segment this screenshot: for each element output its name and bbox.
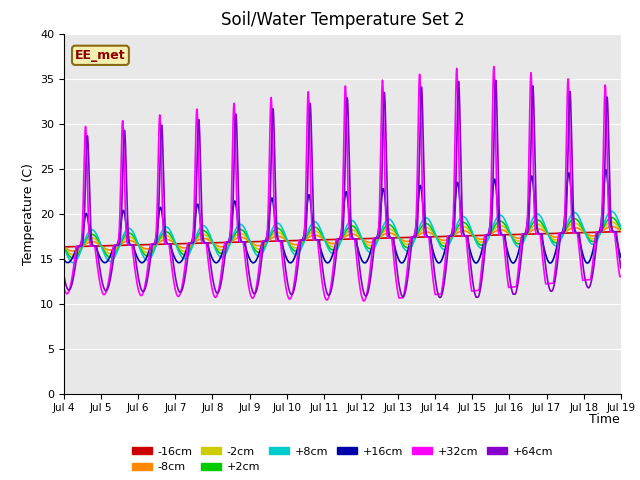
+32cm xyxy=(547,281,554,287)
+16cm xyxy=(60,257,68,263)
+32cm xyxy=(60,285,68,291)
-2cm xyxy=(60,244,68,250)
Line: +16cm: +16cm xyxy=(64,170,621,263)
-16cm xyxy=(157,241,164,247)
+8cm xyxy=(298,244,306,250)
-8cm xyxy=(124,238,132,243)
+32cm xyxy=(606,228,614,234)
+32cm xyxy=(617,274,625,279)
-2cm xyxy=(546,234,554,240)
+2cm xyxy=(124,230,132,236)
-2cm xyxy=(617,227,625,233)
+32cm xyxy=(490,64,498,70)
-8cm xyxy=(298,240,306,245)
Line: -8cm: -8cm xyxy=(64,227,621,251)
+64cm xyxy=(617,265,625,271)
-16cm xyxy=(617,228,625,234)
+2cm xyxy=(274,226,282,231)
-8cm xyxy=(606,224,614,229)
-16cm xyxy=(606,229,614,235)
+16cm xyxy=(602,167,610,173)
+16cm xyxy=(274,235,282,241)
Line: +2cm: +2cm xyxy=(64,217,621,258)
+32cm xyxy=(298,238,305,243)
-2cm xyxy=(298,241,306,247)
+8cm xyxy=(617,224,625,230)
+64cm xyxy=(547,288,554,293)
+2cm xyxy=(606,215,614,221)
+16cm xyxy=(546,260,554,266)
-8cm xyxy=(546,232,554,238)
-2cm xyxy=(124,234,132,240)
+8cm xyxy=(124,226,132,232)
-16cm xyxy=(546,231,554,237)
+64cm xyxy=(274,233,282,239)
-8cm xyxy=(60,244,68,250)
Line: -16cm: -16cm xyxy=(64,231,621,247)
-2cm xyxy=(606,219,614,225)
+16cm xyxy=(606,214,614,220)
+2cm xyxy=(69,255,77,261)
-8cm xyxy=(69,248,77,254)
+16cm xyxy=(124,233,131,239)
+2cm xyxy=(617,226,625,232)
-16cm xyxy=(124,242,131,248)
Line: +64cm: +64cm xyxy=(64,80,621,298)
-8cm xyxy=(157,239,164,244)
X-axis label: Time: Time xyxy=(589,413,620,426)
+8cm xyxy=(274,220,282,226)
+2cm xyxy=(298,243,306,249)
+64cm xyxy=(60,274,68,279)
Title: Soil/Water Temperature Set 2: Soil/Water Temperature Set 2 xyxy=(221,11,464,29)
+2cm xyxy=(60,244,68,250)
Text: EE_met: EE_met xyxy=(75,49,126,62)
+16cm xyxy=(298,237,305,243)
+8cm xyxy=(546,236,554,241)
+64cm xyxy=(157,141,164,146)
-2cm xyxy=(157,236,164,242)
-16cm xyxy=(274,238,282,244)
+16cm xyxy=(157,204,164,210)
Line: -2cm: -2cm xyxy=(64,222,621,255)
Line: +32cm: +32cm xyxy=(64,67,621,301)
-2cm xyxy=(274,229,282,235)
-8cm xyxy=(608,224,616,229)
-8cm xyxy=(274,233,282,239)
+2cm xyxy=(157,234,164,240)
+16cm xyxy=(584,260,591,266)
+32cm xyxy=(274,238,282,244)
+8cm xyxy=(607,208,615,214)
+64cm xyxy=(606,199,614,204)
+64cm xyxy=(298,238,305,243)
-8cm xyxy=(617,228,625,234)
+64cm xyxy=(492,77,499,83)
+64cm xyxy=(124,212,131,218)
-2cm xyxy=(69,252,77,258)
+2cm xyxy=(608,215,616,220)
-2cm xyxy=(608,219,616,225)
+8cm xyxy=(157,230,164,236)
+8cm xyxy=(60,244,68,250)
-16cm xyxy=(298,238,305,243)
Y-axis label: Temperature (C): Temperature (C) xyxy=(22,163,35,264)
+8cm xyxy=(606,209,614,215)
+2cm xyxy=(546,235,554,240)
Legend: -16cm, -8cm, -2cm, +2cm, +8cm, +16cm, +32cm, +64cm: -16cm, -8cm, -2cm, +2cm, +8cm, +16cm, +3… xyxy=(127,443,557,477)
-16cm xyxy=(60,244,68,250)
+8cm xyxy=(70,260,77,265)
+32cm xyxy=(124,241,131,247)
+64cm xyxy=(436,295,444,300)
+32cm xyxy=(360,298,368,304)
Line: +8cm: +8cm xyxy=(64,211,621,263)
+16cm xyxy=(617,254,625,260)
+32cm xyxy=(157,125,164,131)
